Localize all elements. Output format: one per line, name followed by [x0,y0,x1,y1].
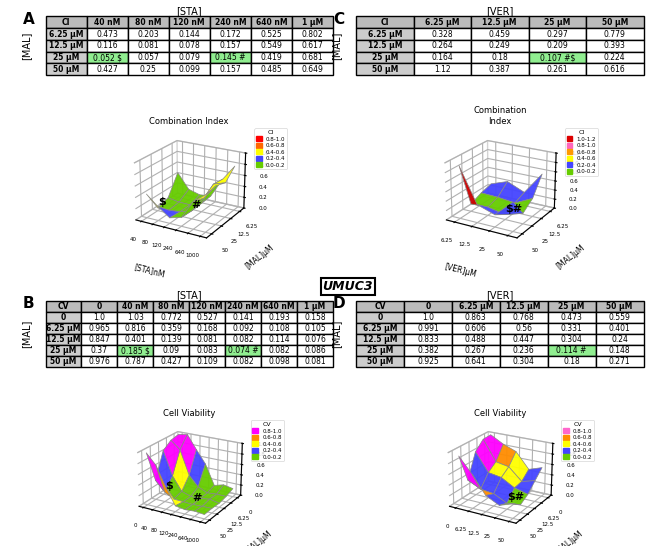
Title: [VER]: [VER] [486,290,514,300]
Y-axis label: [MAL]μM: [MAL]μM [552,529,584,546]
Legend: 0.8-1.0, 0.6-0.8, 0.4-0.6, 0.2-0.4, 0.0-0.2: 0.8-1.0, 0.6-0.8, 0.4-0.6, 0.2-0.4, 0.0-… [251,420,283,461]
Title: Combination Index: Combination Index [150,117,229,126]
Text: B: B [23,296,34,311]
Text: [MAL]: [MAL] [332,32,342,60]
Text: C: C [333,11,344,27]
Title: [STA]: [STA] [176,5,202,16]
Title: Cell Viability: Cell Viability [163,408,215,418]
Text: [MAL]: [MAL] [21,320,31,348]
X-axis label: [STA]nM: [STA]nM [133,263,166,279]
Legend: 0.8-1.0, 0.6-0.8, 0.4-0.6, 0.2-0.4, 0.0-0.2: 0.8-1.0, 0.6-0.8, 0.4-0.6, 0.2-0.4, 0.0-… [254,128,287,169]
Text: UMUC3: UMUC3 [322,280,373,293]
Text: [MAL]: [MAL] [332,320,342,348]
Legend: 0.8-1.0, 0.6-0.8, 0.4-0.6, 0.2-0.4, 0.0-0.2: 0.8-1.0, 0.6-0.8, 0.4-0.6, 0.2-0.4, 0.0-… [562,420,594,461]
Text: [MAL]: [MAL] [21,32,31,60]
Title: [VER]: [VER] [486,5,514,16]
Y-axis label: [MAL]μM: [MAL]μM [242,529,274,546]
Title: Combination
Index: Combination Index [473,106,526,126]
Legend: 1.0-1.2, 0.8-1.0, 0.6-0.8, 0.4-0.6, 0.2-0.4, 0.0-0.2: 1.0-1.2, 0.8-1.0, 0.6-0.8, 0.4-0.6, 0.2-… [565,128,598,176]
Title: [STA]: [STA] [176,290,202,300]
Text: D: D [333,296,346,311]
Y-axis label: [MAL]μM: [MAL]μM [554,242,586,271]
Text: A: A [23,11,34,27]
Y-axis label: [MAL]μM: [MAL]μM [244,242,276,271]
Title: Cell Viability: Cell Viability [474,408,526,418]
X-axis label: [VER]μM: [VER]μM [443,263,477,280]
